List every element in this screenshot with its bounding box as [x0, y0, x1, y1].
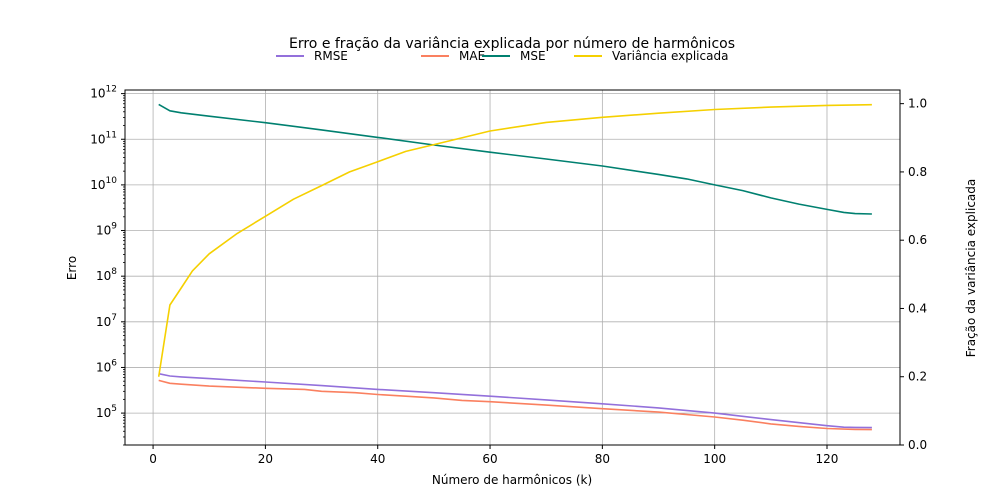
y-tick-base: 10: [90, 132, 105, 146]
y-axis-label: Erro: [65, 256, 79, 280]
legend-label-rmse: RMSE: [314, 49, 348, 63]
y-tick-label: 1012: [90, 85, 117, 101]
y-right-tick-label: 0.6: [908, 233, 927, 247]
y-tick-exponent: 5: [111, 404, 117, 414]
y-right-tick-label: 0.8: [908, 165, 927, 179]
y-tick-base: 10: [96, 224, 111, 238]
x-axis-label: Número de harmônicos (k): [432, 473, 592, 487]
y-tick-label: 1010: [90, 176, 117, 192]
y-tick-exponent: 9: [111, 222, 117, 232]
y-right-tick-label: 0.0: [908, 438, 927, 452]
y-tick-label: 108: [96, 267, 117, 283]
legend-label-mae: MAE: [459, 49, 485, 63]
y-tick-exponent: 7: [111, 313, 117, 323]
y-tick-base: 10: [96, 315, 111, 329]
x-tick-label: 80: [595, 452, 610, 466]
y-tick-label: 106: [96, 358, 117, 374]
y-tick-exponent: 10: [106, 176, 118, 186]
y-tick-label: 1011: [90, 130, 117, 146]
y-tick-base: 10: [90, 87, 105, 101]
x-tick-label: 20: [258, 452, 273, 466]
y-tick-base: 10: [90, 178, 105, 192]
chart-title: Erro e fração da variância explicada por…: [289, 36, 735, 52]
x-axis: 0 20 40 60 80 100 120: [149, 445, 838, 466]
y-axis-right: 0.0 0.2 0.4 0.6 0.8 1.0: [900, 97, 927, 452]
grid: [125, 90, 900, 445]
x-tick-label: 120: [816, 452, 839, 466]
y-tick-exponent: 12: [106, 85, 117, 95]
y-tick-label: 107: [96, 313, 117, 329]
y-right-tick-label: 0.4: [908, 301, 927, 315]
y-right-tick-label: 1.0: [908, 97, 927, 111]
plot-frame: [124, 89, 901, 446]
legend-label-variancia-explicada: Variância explicada: [612, 49, 728, 63]
series-layer: [157, 103, 872, 431]
series-line-rmse: [158, 372, 872, 429]
y-tick-exponent: 8: [111, 267, 117, 277]
series-line-mae: [158, 379, 872, 431]
x-tick-label: 60: [482, 452, 497, 466]
y-axis-right-label: Fração da variância explicada: [964, 179, 978, 357]
y-right-tick-label: 0.2: [908, 370, 927, 384]
y-tick-base: 10: [96, 406, 111, 420]
y-tick-base: 10: [96, 360, 111, 374]
y-tick-exponent: 6: [111, 358, 117, 368]
y-tick-label: 109: [96, 222, 117, 238]
x-tick-label: 40: [370, 452, 385, 466]
y-tick-label: 105: [96, 404, 117, 420]
legend-label-mse: MSE: [520, 49, 546, 63]
series-line-mse: [158, 103, 872, 215]
x-tick-label: 100: [703, 452, 726, 466]
x-tick-label: 0: [149, 452, 157, 466]
y-tick-exponent: 11: [106, 130, 117, 140]
y-tick-base: 10: [96, 269, 111, 283]
legend: RMSE MAE MSE Variância explicada: [276, 49, 728, 63]
series-line-variancia-explicada: [157, 103, 872, 377]
